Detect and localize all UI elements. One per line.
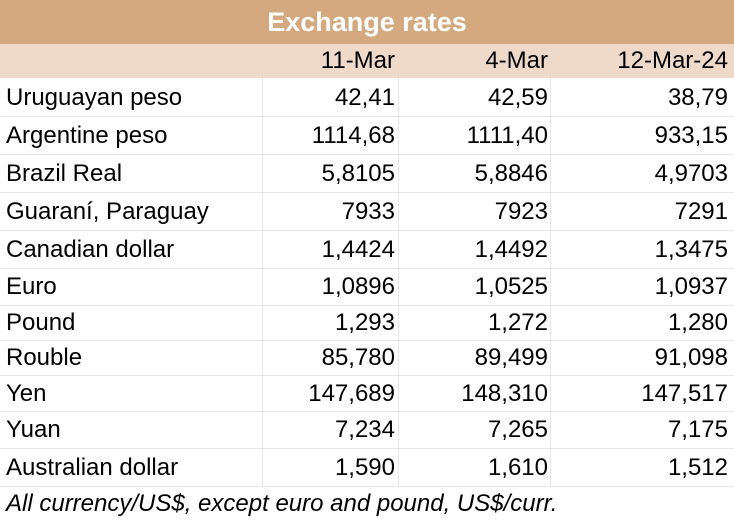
table-row: Australian dollar 1,590 1,610 1,512 bbox=[0, 449, 734, 487]
currency-name-cell: Argentine peso bbox=[6, 121, 168, 149]
table-row: Brazil Real 5,8105 5,8846 4,9703 bbox=[0, 155, 734, 193]
rate-value-cell: 147,517 bbox=[641, 379, 728, 407]
column-header-12-mar-24: 12-Mar-24 bbox=[617, 47, 728, 74]
rate-value-cell: 933,15 bbox=[654, 121, 728, 149]
rate-value-cell: 1,4492 bbox=[474, 235, 548, 263]
table-row: Rouble 85,780 89,499 91,098 bbox=[0, 341, 734, 376]
rate-value-cell: 85,780 bbox=[321, 344, 395, 371]
rate-value-cell: 1,512 bbox=[667, 453, 728, 481]
rate-value-cell: 1,0937 bbox=[654, 273, 728, 300]
table-row: Canadian dollar 1,4424 1,4492 1,3475 bbox=[0, 231, 734, 269]
table-row: Guaraní, Paraguay 7933 7923 7291 bbox=[0, 193, 734, 231]
table-row: Yuan 7,234 7,265 7,175 bbox=[0, 412, 734, 449]
currency-name-cell: Uruguayan peso bbox=[6, 83, 183, 111]
rate-value-cell: 147,689 bbox=[308, 379, 395, 407]
rate-value-cell: 1,610 bbox=[487, 453, 548, 481]
rate-value-cell: 7291 bbox=[674, 197, 728, 225]
table-row: Euro 1,0896 1,0525 1,0937 bbox=[0, 269, 734, 306]
table-row: Yen 147,689 148,310 147,517 bbox=[0, 376, 734, 412]
rate-value-cell: 38,79 bbox=[667, 83, 728, 111]
rate-value-cell: 89,499 bbox=[474, 344, 548, 371]
rate-value-cell: 7,175 bbox=[667, 416, 728, 443]
currency-name-cell: Euro bbox=[6, 273, 57, 300]
column-header-11-mar: 11-Mar bbox=[320, 47, 395, 74]
header-row: 11-Mar 4-Mar 12-Mar-24 bbox=[0, 44, 734, 78]
column-divider bbox=[398, 78, 399, 486]
rate-value-cell: 7933 bbox=[341, 197, 395, 225]
table-title: Exchange rates bbox=[0, 0, 734, 44]
rate-value-cell: 5,8105 bbox=[321, 159, 395, 187]
rate-value-cell: 42,59 bbox=[487, 83, 548, 111]
rate-value-cell: 1,0525 bbox=[474, 273, 548, 300]
column-divider bbox=[262, 78, 263, 486]
rate-value-cell: 1,293 bbox=[334, 309, 395, 336]
rate-value-cell: 1114,68 bbox=[311, 121, 395, 149]
table-row: Argentine peso 1114,68 1111,40 933,15 bbox=[0, 117, 734, 155]
rate-value-cell: 1,280 bbox=[667, 309, 728, 336]
rate-value-cell: 148,310 bbox=[461, 379, 548, 407]
rate-value-cell: 7,234 bbox=[334, 416, 395, 443]
currency-name-cell: Australian dollar bbox=[6, 453, 179, 481]
rate-value-cell: 91,098 bbox=[654, 344, 728, 371]
rate-value-cell: 1,272 bbox=[487, 309, 548, 336]
currency-name-cell: Canadian dollar bbox=[6, 235, 175, 263]
currency-name-cell: Brazil Real bbox=[6, 159, 123, 187]
rate-value-cell: 42,41 bbox=[334, 83, 395, 111]
rate-value-cell: 1,0896 bbox=[321, 273, 395, 300]
table-row: Pound 1,293 1,272 1,280 bbox=[0, 306, 734, 341]
column-divider bbox=[550, 78, 551, 486]
rate-value-cell: 4,9703 bbox=[654, 159, 728, 187]
rate-value-cell: 1,4424 bbox=[321, 235, 395, 263]
rate-value-cell: 1111,40 bbox=[466, 121, 548, 149]
rate-value-cell: 7,265 bbox=[487, 416, 548, 443]
rate-value-cell: 7923 bbox=[494, 197, 548, 225]
currency-name-cell: Rouble bbox=[6, 344, 83, 371]
table-footnote: All currency/US$, except euro and pound,… bbox=[6, 490, 558, 517]
rate-value-cell: 1,3475 bbox=[654, 235, 728, 263]
column-header-4-mar: 4-Mar bbox=[485, 47, 548, 74]
currency-name-cell: Guaraní, Paraguay bbox=[6, 197, 209, 225]
rate-value-cell: 1,590 bbox=[334, 453, 395, 481]
currency-name-cell: Yuan bbox=[6, 416, 61, 443]
currency-name-cell: Yen bbox=[6, 379, 47, 407]
table-row: Uruguayan peso 42,41 42,59 38,79 bbox=[0, 79, 734, 117]
rate-value-cell: 5,8846 bbox=[474, 159, 548, 187]
currency-name-cell: Pound bbox=[6, 309, 76, 336]
